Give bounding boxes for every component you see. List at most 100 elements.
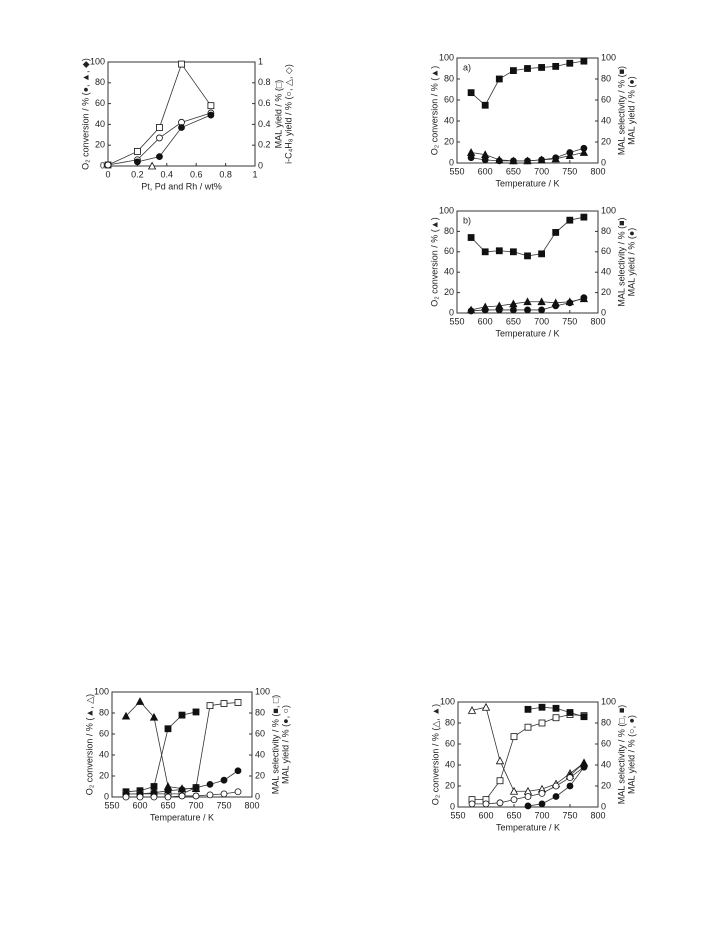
- circle-marker: [552, 154, 560, 162]
- square-marker: [524, 65, 531, 72]
- square-marker: [580, 57, 588, 65]
- y2-tick-label: 20: [601, 287, 611, 297]
- circle-marker: [133, 158, 141, 166]
- x-tick-label: 550: [104, 800, 119, 810]
- circle-marker: [136, 793, 144, 801]
- circle-marker: [178, 792, 186, 800]
- y-tick-label: 60: [99, 728, 109, 738]
- circle-marker: [495, 157, 503, 165]
- circle-marker: [496, 799, 504, 807]
- y2-tick-label: 0.6: [258, 98, 271, 108]
- y2-tick-label: 100: [255, 686, 270, 696]
- circle-marker: [192, 784, 200, 791]
- square-marker: [467, 89, 475, 97]
- y-axis-label: O₂ conversion / % (▲, △): [84, 694, 94, 795]
- y-tick-label: 80: [95, 77, 105, 87]
- y-tick-label: 100: [94, 686, 109, 696]
- y-tick-label: 80: [444, 226, 454, 236]
- y-axis-label: O₂ conversion / % (△, ▲): [430, 704, 440, 805]
- circle-marker: [580, 294, 588, 302]
- circle-marker: [234, 788, 242, 796]
- y-tick-label: 20: [445, 780, 455, 790]
- y2-tick-label: 0: [601, 801, 606, 811]
- y-tick-label: 40: [95, 119, 105, 129]
- x-axis-label: Temperature / K: [150, 812, 214, 822]
- circle-marker: [552, 302, 560, 310]
- y-tick-label: 20: [95, 140, 105, 150]
- y2-axis-label: MAL yield / % (○, ●): [626, 715, 636, 794]
- circle-marker: [538, 306, 545, 314]
- square-marker: [206, 702, 214, 710]
- y-tick-label: 20: [444, 136, 454, 146]
- y-tick-label: 60: [95, 98, 105, 108]
- circle-marker: [178, 786, 186, 794]
- y2-tick-label: 60: [255, 728, 265, 738]
- x-tick-label: 700: [534, 316, 549, 326]
- circle-marker: [206, 791, 214, 799]
- x-tick-label: 1: [252, 169, 257, 179]
- y-tick-label: 0: [449, 307, 454, 317]
- square-marker: [524, 723, 532, 731]
- square-marker: [156, 124, 163, 131]
- y2-tick-label: 100: [601, 52, 616, 62]
- square-marker: [580, 713, 588, 721]
- circle-marker: [524, 802, 532, 810]
- y2-axis-label: MAL yield / % (□): [273, 80, 283, 149]
- x-tick-label: 0.4: [161, 169, 174, 179]
- square-marker: [207, 102, 215, 110]
- x-axis-label: Temperature / K: [496, 822, 560, 832]
- y2-tick-label: 80: [601, 73, 611, 83]
- y-tick-label: 40: [445, 759, 455, 769]
- square-marker: [234, 699, 242, 706]
- square-marker: [220, 700, 228, 707]
- square-marker: [178, 60, 185, 68]
- circle-marker: [566, 782, 574, 790]
- y2-tick-label: 100: [601, 205, 616, 215]
- circle-marker: [467, 154, 475, 162]
- x-tick-label: 800: [244, 800, 259, 810]
- circle-marker: [156, 153, 163, 161]
- x-tick-label: 800: [590, 316, 605, 326]
- square-marker: [495, 247, 503, 255]
- y-tick-label: 0: [450, 801, 455, 811]
- x-tick-label: 650: [506, 166, 521, 176]
- panel-label: b): [463, 215, 471, 225]
- x-tick-label: 600: [132, 800, 147, 810]
- y2-tick-label: 60: [601, 246, 611, 256]
- square-marker: [580, 213, 588, 221]
- y-tick-label: 100: [439, 52, 454, 62]
- circle-marker: [122, 793, 130, 801]
- circle-marker: [566, 299, 574, 307]
- triangle-marker: [147, 161, 157, 170]
- y-tick-label: 100: [90, 56, 105, 66]
- y-axis-label: O₂ conversion / % (▲): [429, 66, 439, 155]
- y2-axis-label: MAL yield / % (●): [626, 76, 636, 145]
- circle-marker: [580, 763, 588, 771]
- plot-frame: [111, 691, 253, 798]
- y-tick-label: 0: [104, 791, 109, 801]
- plot-frame: [107, 61, 256, 167]
- x-tick-label: 0: [105, 169, 110, 179]
- y-tick-label: 60: [444, 246, 454, 256]
- x-tick-label: 750: [216, 800, 231, 810]
- circle-marker: [524, 157, 531, 165]
- x-tick-label: 600: [478, 316, 493, 326]
- y-tick-label: 20: [444, 287, 454, 297]
- circle-marker: [156, 134, 163, 142]
- circle-marker: [104, 161, 112, 169]
- x-tick-label: 0.2: [131, 169, 144, 179]
- y2-tick-label: 0.2: [258, 140, 271, 150]
- square-marker: [538, 250, 545, 258]
- x-tick-label: 600: [478, 810, 493, 820]
- x-tick-label: 600: [478, 166, 493, 176]
- square-marker: [178, 711, 186, 719]
- square-marker: [566, 59, 574, 67]
- square-marker: [509, 248, 517, 256]
- panel-label: a): [463, 62, 471, 72]
- triangle-marker: [481, 702, 491, 711]
- circle-marker: [510, 796, 518, 804]
- circle-marker: [552, 782, 560, 790]
- square-marker: [566, 709, 574, 716]
- y-tick-label: 20: [99, 770, 109, 780]
